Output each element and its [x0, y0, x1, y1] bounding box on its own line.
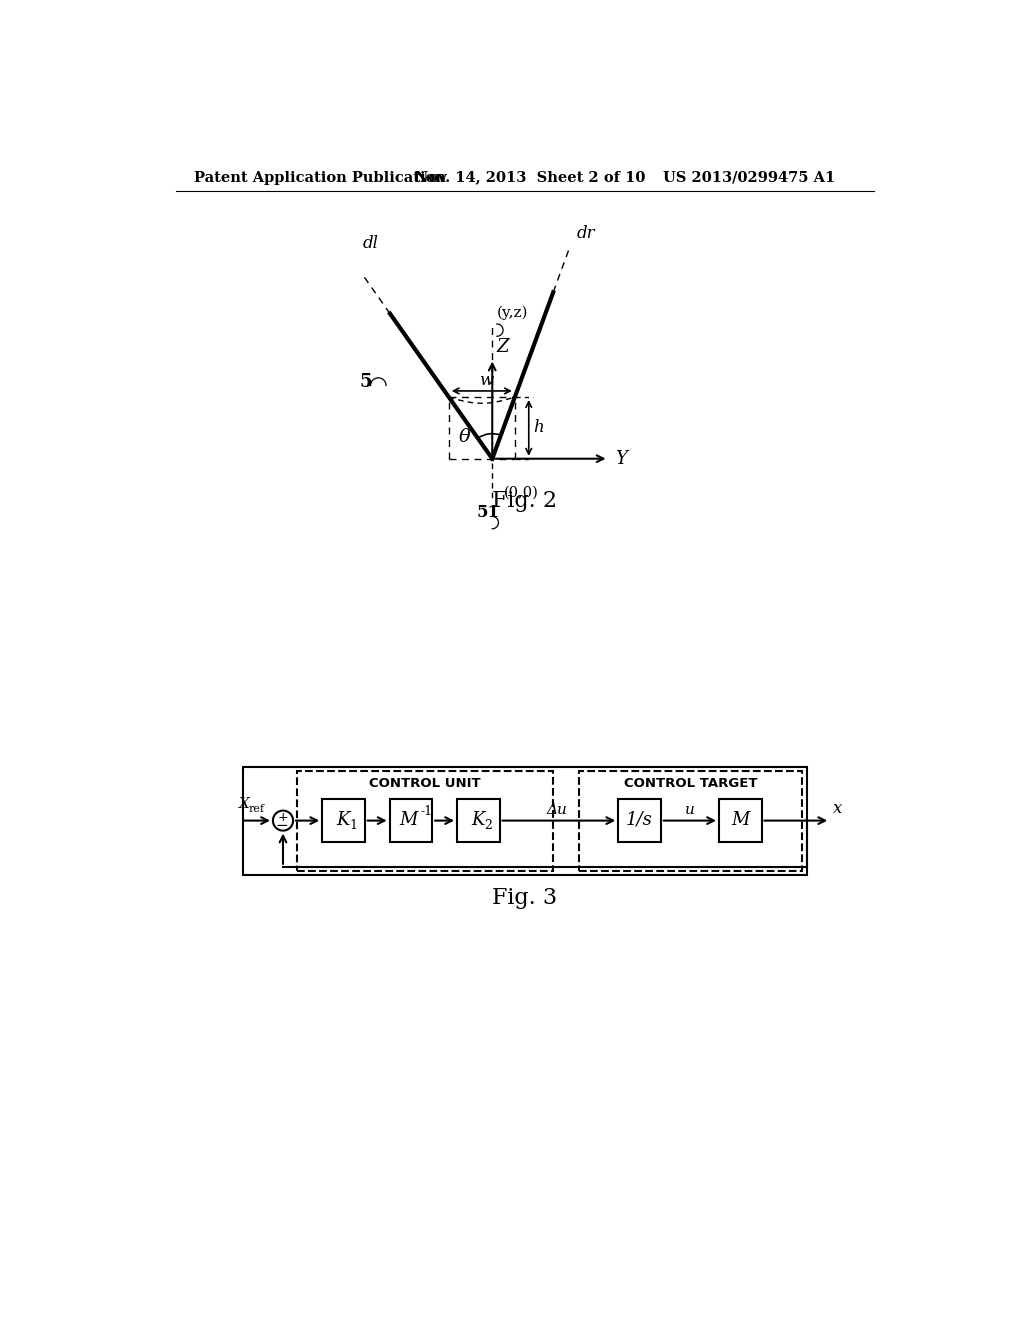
Text: CONTROL TARGET: CONTROL TARGET	[624, 776, 758, 789]
FancyBboxPatch shape	[719, 800, 762, 842]
Text: -1: -1	[421, 805, 433, 818]
Text: u: u	[685, 803, 695, 817]
Text: −: −	[275, 817, 288, 833]
FancyBboxPatch shape	[618, 800, 660, 842]
Text: X: X	[239, 797, 250, 812]
Text: Y: Y	[614, 450, 627, 467]
Text: Fig. 3: Fig. 3	[493, 887, 557, 908]
Text: (y,z): (y,z)	[497, 306, 528, 321]
Text: Z: Z	[496, 338, 509, 356]
Text: 1/s: 1/s	[626, 810, 653, 829]
Text: K: K	[337, 810, 350, 829]
Text: M: M	[731, 810, 750, 829]
Text: x: x	[833, 800, 842, 817]
FancyBboxPatch shape	[297, 771, 553, 871]
Text: θ: θ	[459, 428, 471, 446]
Text: h: h	[534, 420, 544, 437]
FancyBboxPatch shape	[323, 800, 365, 842]
FancyBboxPatch shape	[457, 800, 500, 842]
Text: dr: dr	[577, 226, 595, 243]
FancyBboxPatch shape	[579, 771, 802, 871]
Text: Nov. 14, 2013  Sheet 2 of 10: Nov. 14, 2013 Sheet 2 of 10	[415, 170, 645, 185]
Text: dl: dl	[362, 235, 379, 252]
FancyBboxPatch shape	[243, 767, 807, 875]
Text: 51: 51	[477, 504, 500, 521]
Text: Patent Application Publication: Patent Application Publication	[194, 170, 445, 185]
Text: Δu: Δu	[547, 803, 567, 817]
Text: w: w	[478, 372, 493, 389]
Text: M: M	[399, 810, 418, 829]
Text: 2: 2	[484, 818, 493, 832]
Text: 5: 5	[359, 372, 372, 391]
Text: (0,0): (0,0)	[504, 486, 539, 500]
FancyBboxPatch shape	[389, 800, 432, 842]
Text: US 2013/0299475 A1: US 2013/0299475 A1	[663, 170, 835, 185]
Text: K: K	[471, 810, 485, 829]
Text: ref: ref	[248, 804, 264, 814]
Text: 1: 1	[349, 818, 357, 832]
Text: CONTROL UNIT: CONTROL UNIT	[369, 776, 480, 789]
Text: Fig. 2: Fig. 2	[493, 490, 557, 512]
Text: +: +	[278, 810, 289, 824]
